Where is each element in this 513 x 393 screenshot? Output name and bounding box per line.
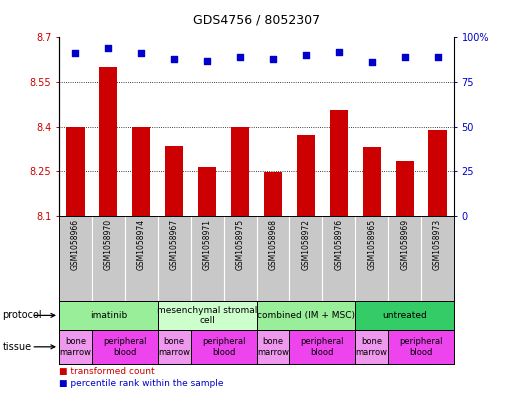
Point: [137, 50, 145, 57]
Bar: [256, 330, 289, 364]
Bar: [330, 110, 348, 216]
Point: [170, 56, 179, 62]
Bar: [355, 301, 454, 330]
Text: GSM1058976: GSM1058976: [334, 219, 343, 270]
Text: ■ percentile rank within the sample: ■ percentile rank within the sample: [59, 379, 224, 388]
Point: [71, 50, 80, 57]
Bar: [388, 330, 454, 364]
Text: GSM1058974: GSM1058974: [137, 219, 146, 270]
Point: [433, 54, 442, 60]
Text: bone
marrow: bone marrow: [158, 337, 190, 356]
Bar: [289, 330, 355, 364]
Text: GSM1058965: GSM1058965: [367, 219, 376, 270]
Point: [401, 54, 409, 60]
Bar: [158, 301, 256, 330]
Text: peripheral
blood: peripheral blood: [202, 337, 245, 356]
Bar: [363, 147, 381, 216]
Text: GSM1058969: GSM1058969: [400, 219, 409, 270]
Text: GSM1058966: GSM1058966: [71, 219, 80, 270]
Point: [302, 52, 310, 58]
Text: peripheral
blood: peripheral blood: [399, 337, 443, 356]
Bar: [198, 167, 216, 216]
Bar: [100, 67, 117, 216]
Bar: [59, 330, 92, 364]
Bar: [132, 127, 150, 216]
Text: GSM1058968: GSM1058968: [268, 219, 278, 270]
Text: untreated: untreated: [382, 311, 427, 320]
Bar: [297, 135, 315, 216]
Bar: [158, 330, 191, 364]
Bar: [396, 161, 413, 216]
Text: peripheral
blood: peripheral blood: [103, 337, 147, 356]
Bar: [59, 301, 158, 330]
Point: [203, 57, 211, 64]
Text: bone
marrow: bone marrow: [356, 337, 388, 356]
Point: [334, 48, 343, 55]
Text: combined (IM + MSC): combined (IM + MSC): [257, 311, 355, 320]
Text: GDS4756 / 8052307: GDS4756 / 8052307: [193, 14, 320, 27]
Bar: [66, 127, 85, 216]
Bar: [355, 330, 388, 364]
Text: bone
marrow: bone marrow: [60, 337, 91, 356]
Point: [368, 59, 376, 66]
Bar: [92, 330, 158, 364]
Text: GSM1058975: GSM1058975: [235, 219, 245, 270]
Point: [104, 45, 112, 51]
Text: GSM1058967: GSM1058967: [170, 219, 179, 270]
Text: bone
marrow: bone marrow: [257, 337, 289, 356]
Bar: [165, 146, 183, 216]
Point: [269, 56, 277, 62]
Bar: [231, 127, 249, 216]
Text: GSM1058971: GSM1058971: [203, 219, 212, 270]
Text: mesenchymal stromal
cell: mesenchymal stromal cell: [157, 306, 258, 325]
Text: peripheral
blood: peripheral blood: [301, 337, 344, 356]
Text: protocol: protocol: [3, 310, 42, 320]
Text: tissue: tissue: [3, 342, 32, 352]
Point: [236, 54, 244, 60]
Text: imatinib: imatinib: [90, 311, 127, 320]
Text: GSM1058972: GSM1058972: [301, 219, 310, 270]
Text: GSM1058973: GSM1058973: [433, 219, 442, 270]
Text: ■ transformed count: ■ transformed count: [59, 367, 154, 376]
Bar: [264, 172, 282, 216]
Bar: [256, 301, 355, 330]
Bar: [191, 330, 256, 364]
Text: GSM1058970: GSM1058970: [104, 219, 113, 270]
Bar: [428, 130, 447, 216]
